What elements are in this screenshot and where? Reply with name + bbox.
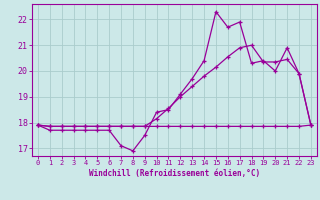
X-axis label: Windchill (Refroidissement éolien,°C): Windchill (Refroidissement éolien,°C): [89, 169, 260, 178]
